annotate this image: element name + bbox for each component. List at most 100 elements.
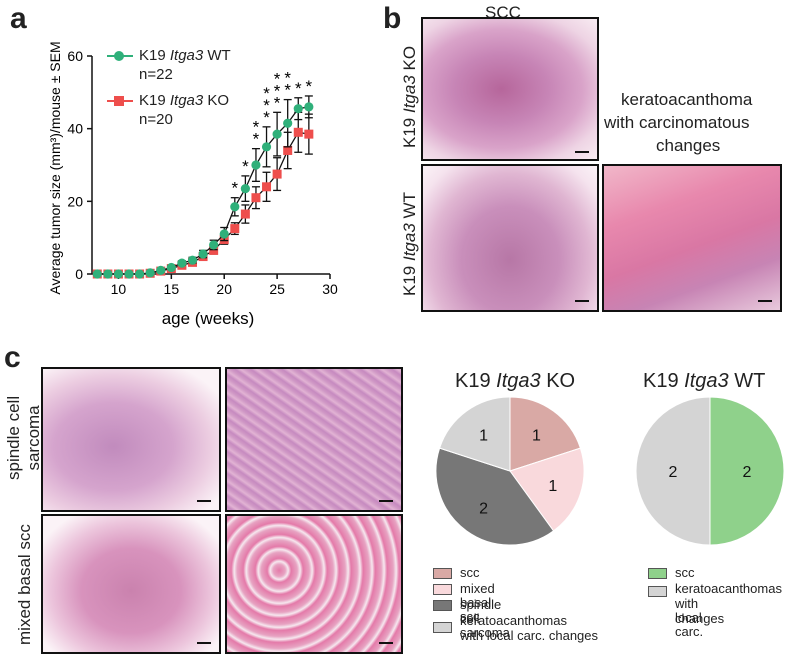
histology-scc-ko bbox=[421, 17, 599, 161]
legend-item-ka-2: with local carc. changes bbox=[460, 628, 599, 643]
ka-label-line1: keratoacanthoma bbox=[621, 90, 753, 109]
scale-bar bbox=[379, 500, 393, 502]
legend-item-ka-wt-1: keratoacanthomas bbox=[675, 581, 782, 596]
pie-slice bbox=[635, 396, 711, 546]
pie-slice-label: 1 bbox=[479, 428, 488, 445]
panel-letter-c: c bbox=[4, 341, 21, 374]
significance-star: * bbox=[274, 81, 281, 100]
legend-wt-marker bbox=[114, 51, 124, 61]
data-point-ko bbox=[293, 127, 303, 137]
legend-wt-label: K19 Itga3 WT bbox=[139, 47, 231, 64]
histology-spindle-high bbox=[225, 367, 403, 512]
pie-slice bbox=[438, 396, 511, 472]
significance-star: * bbox=[284, 81, 291, 100]
data-point-wt bbox=[113, 269, 124, 279]
legend-item-mixed: mixed basal scc bbox=[460, 581, 495, 624]
pie-ko-title: K19 Itga3 KO bbox=[455, 370, 576, 392]
scale-bar bbox=[575, 300, 589, 302]
significance-star: * bbox=[274, 93, 281, 112]
y-tick-label: 0 bbox=[75, 266, 83, 282]
data-point-wt bbox=[251, 160, 261, 170]
significance-star: * bbox=[253, 130, 260, 149]
scale-bar bbox=[379, 642, 393, 644]
pie-wt-title: K19 Itga3 WT bbox=[643, 370, 766, 392]
legend-ko-label: K19 Itga3 KO bbox=[139, 92, 230, 109]
pie-slice bbox=[509, 396, 582, 472]
pie-ko: 1 1 2 1 bbox=[435, 396, 585, 546]
legend-item-ka-wt-3: changes bbox=[675, 611, 725, 626]
scale-bar bbox=[758, 300, 772, 302]
scale-bar bbox=[197, 642, 211, 644]
pie-wt: 22 bbox=[635, 396, 785, 546]
y-tick-label: 60 bbox=[67, 48, 83, 64]
x-tick-label: 25 bbox=[269, 281, 285, 297]
significance-star: * bbox=[306, 77, 313, 96]
data-point-wt bbox=[219, 229, 229, 239]
legend-item-spindle: spindle cell sarcoma bbox=[460, 597, 510, 640]
legend-swatch-ka bbox=[433, 622, 452, 633]
scale-bar bbox=[197, 500, 211, 502]
data-point-ko bbox=[283, 145, 293, 155]
data-point-wt bbox=[92, 269, 102, 279]
data-point-ko bbox=[230, 224, 240, 234]
significance-star: * bbox=[253, 118, 260, 137]
histology-spindle-low bbox=[41, 367, 221, 512]
data-point-wt bbox=[135, 269, 145, 279]
data-point-wt bbox=[166, 262, 176, 273]
significance-star: * bbox=[284, 69, 291, 88]
legend-swatch-mixed bbox=[433, 584, 452, 595]
data-point-wt bbox=[124, 269, 134, 279]
data-point-ko bbox=[304, 129, 314, 139]
significance-star: * bbox=[242, 157, 249, 176]
data-point-wt bbox=[240, 184, 250, 194]
legend-wt-n: n=22 bbox=[139, 66, 173, 83]
y-tick-label: 20 bbox=[67, 193, 83, 209]
x-tick-label: 10 bbox=[111, 281, 127, 297]
histology-scc-wt bbox=[421, 164, 599, 312]
x-tick-label: 20 bbox=[216, 281, 232, 297]
data-point-ko bbox=[262, 182, 272, 192]
scale-bar bbox=[575, 151, 589, 153]
chart-axes: 0 20 40 60 10 15 20 25 30 bbox=[67, 48, 338, 297]
significance-star: * bbox=[274, 69, 281, 88]
significance-star: * bbox=[263, 96, 270, 115]
panel-letter-b: b bbox=[383, 2, 402, 35]
data-point-wt bbox=[198, 249, 208, 259]
pie-slice-label: 2 bbox=[479, 500, 488, 517]
histology-mixed-low bbox=[41, 514, 221, 654]
ka-label-line3: changes bbox=[656, 136, 721, 155]
legend-swatch-spindle bbox=[433, 600, 452, 611]
legend-item-ka-1: keratoacanthomas bbox=[460, 613, 567, 628]
histology-keratoacanthoma-wt bbox=[602, 164, 782, 312]
pie-slice-label: 2 bbox=[743, 464, 752, 481]
data-point-wt bbox=[187, 255, 198, 265]
data-point-wt bbox=[209, 240, 219, 250]
pie-slice bbox=[435, 447, 555, 546]
x-tick-label: 15 bbox=[164, 281, 180, 297]
significance-star: * bbox=[295, 79, 302, 98]
significance-star: * bbox=[263, 84, 270, 103]
chart-series bbox=[92, 95, 314, 279]
pie-slice bbox=[509, 447, 585, 532]
legend-item-scc-wt: scc bbox=[675, 565, 695, 580]
data-point-ko bbox=[209, 245, 219, 255]
data-point-wt bbox=[177, 258, 187, 268]
ka-label-line2: with carcinomatous bbox=[604, 113, 750, 132]
data-point-wt bbox=[283, 118, 293, 128]
data-point-ko bbox=[240, 209, 250, 219]
data-point-wt bbox=[261, 142, 272, 152]
legend-ko-marker bbox=[114, 96, 124, 106]
significance-markers: ******* ****** * bbox=[231, 69, 312, 198]
legend-ko-n: n=20 bbox=[139, 111, 173, 128]
legend-item-scc: scc bbox=[460, 565, 480, 580]
pie-slice-label: 1 bbox=[548, 478, 557, 495]
y-axis-label: Average tumor size (mm³)/mouse ± SEM bbox=[47, 41, 63, 294]
pie-slice-label: 1 bbox=[532, 428, 541, 445]
data-point-wt bbox=[230, 202, 240, 212]
significance-star: * bbox=[263, 108, 270, 127]
data-point-wt bbox=[103, 269, 113, 279]
data-point-ko bbox=[251, 193, 261, 203]
panel-letter-a: a bbox=[10, 2, 27, 35]
